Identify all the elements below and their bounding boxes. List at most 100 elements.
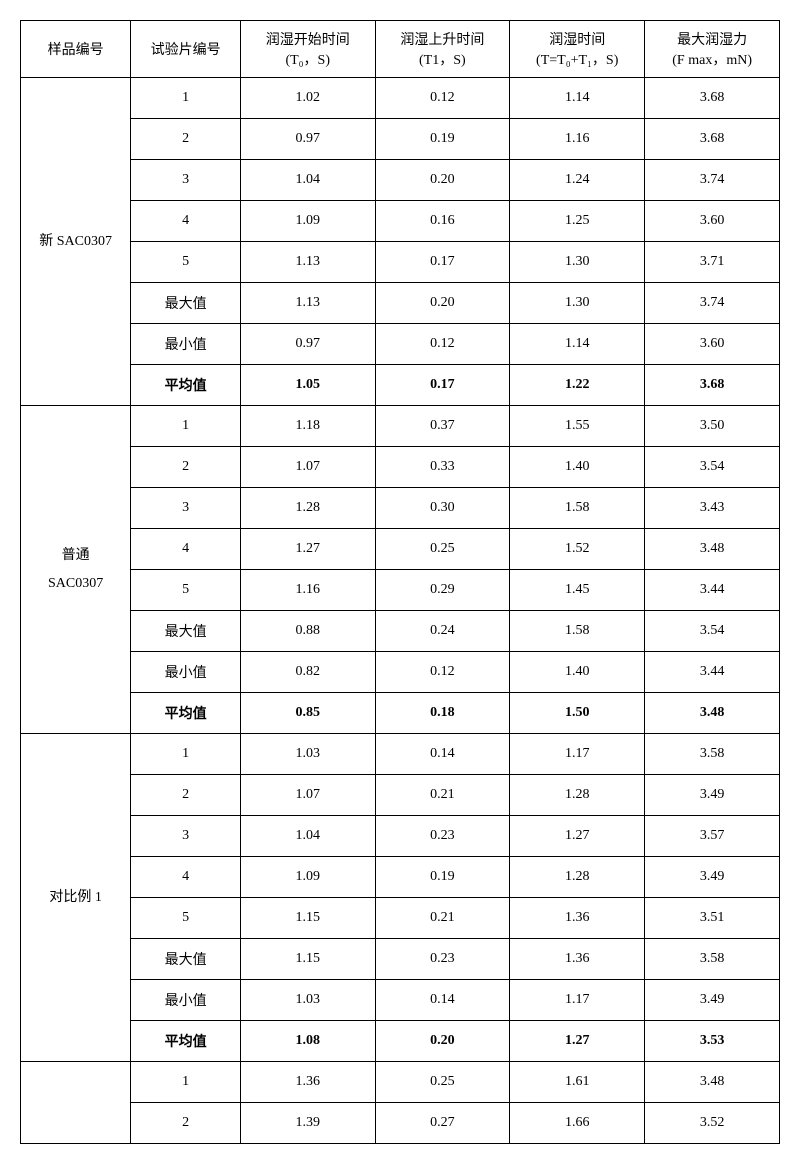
value-cell: 3.49 xyxy=(645,980,780,1021)
value-cell: 1.14 xyxy=(510,78,645,119)
value-cell: 3.43 xyxy=(645,488,780,529)
test-cell: 5 xyxy=(131,570,241,611)
value-cell: 3.51 xyxy=(645,898,780,939)
value-cell: 1.17 xyxy=(510,734,645,775)
test-cell: 最大值 xyxy=(131,283,241,324)
value-cell: 1.61 xyxy=(510,1062,645,1103)
value-cell: 0.18 xyxy=(375,693,510,734)
table-row: 41.090.161.253.60 xyxy=(21,201,780,242)
value-cell: 1.30 xyxy=(510,283,645,324)
value-cell: 0.16 xyxy=(375,201,510,242)
value-cell: 3.74 xyxy=(645,160,780,201)
value-cell: 0.37 xyxy=(375,406,510,447)
table-row: 41.090.191.283.49 xyxy=(21,857,780,898)
table-row: 普通SAC030711.180.371.553.50 xyxy=(21,406,780,447)
test-cell: 1 xyxy=(131,1062,241,1103)
value-cell: 1.58 xyxy=(510,488,645,529)
value-cell: 1.03 xyxy=(240,980,375,1021)
value-cell: 1.18 xyxy=(240,406,375,447)
table-row: 最大值1.150.231.363.58 xyxy=(21,939,780,980)
table-row: 31.040.231.273.57 xyxy=(21,816,780,857)
value-cell: 3.54 xyxy=(645,447,780,488)
value-cell: 3.57 xyxy=(645,816,780,857)
value-cell: 1.52 xyxy=(510,529,645,570)
value-cell: 3.54 xyxy=(645,611,780,652)
value-cell: 1.50 xyxy=(510,693,645,734)
value-cell: 1.66 xyxy=(510,1103,645,1144)
header-t-l2: (T=T₀+T₁，S) xyxy=(536,53,618,68)
value-cell: 0.12 xyxy=(375,652,510,693)
value-cell: 1.07 xyxy=(240,775,375,816)
value-cell: 1.15 xyxy=(240,939,375,980)
header-t-l1: 润湿时间 xyxy=(549,33,605,48)
value-cell: 0.20 xyxy=(375,283,510,324)
value-cell: 3.68 xyxy=(645,119,780,160)
value-cell: 0.24 xyxy=(375,611,510,652)
value-cell: 0.25 xyxy=(375,529,510,570)
value-cell: 1.14 xyxy=(510,324,645,365)
value-cell: 0.20 xyxy=(375,1021,510,1062)
value-cell: 1.04 xyxy=(240,816,375,857)
value-cell: 0.30 xyxy=(375,488,510,529)
value-cell: 1.27 xyxy=(240,529,375,570)
value-cell: 0.19 xyxy=(375,119,510,160)
value-cell: 1.04 xyxy=(240,160,375,201)
value-cell: 0.12 xyxy=(375,324,510,365)
value-cell: 3.48 xyxy=(645,529,780,570)
value-cell: 0.19 xyxy=(375,857,510,898)
test-cell: 3 xyxy=(131,160,241,201)
value-cell: 1.15 xyxy=(240,898,375,939)
table-row: 平均值1.080.201.273.53 xyxy=(21,1021,780,1062)
data-table: 样品编号 试验片编号 润湿开始时间 (T₀，S) 润湿上升时间 (T1，S) 润… xyxy=(20,20,780,1144)
value-cell: 1.07 xyxy=(240,447,375,488)
header-test: 试验片编号 xyxy=(131,21,241,78)
test-cell: 5 xyxy=(131,242,241,283)
header-row: 样品编号 试验片编号 润湿开始时间 (T₀，S) 润湿上升时间 (T1，S) 润… xyxy=(21,21,780,78)
value-cell: 0.29 xyxy=(375,570,510,611)
value-cell: 1.45 xyxy=(510,570,645,611)
value-cell: 1.27 xyxy=(510,1021,645,1062)
test-cell: 最小值 xyxy=(131,652,241,693)
sample-cell: 新 SAC0307 xyxy=(21,78,131,406)
test-cell: 最大值 xyxy=(131,939,241,980)
value-cell: 0.17 xyxy=(375,365,510,406)
value-cell: 1.58 xyxy=(510,611,645,652)
test-cell: 平均值 xyxy=(131,365,241,406)
value-cell: 3.52 xyxy=(645,1103,780,1144)
value-cell: 1.02 xyxy=(240,78,375,119)
value-cell: 3.58 xyxy=(645,939,780,980)
test-cell: 2 xyxy=(131,119,241,160)
value-cell: 0.20 xyxy=(375,160,510,201)
table-row: 新 SAC030711.020.121.143.68 xyxy=(21,78,780,119)
value-cell: 3.68 xyxy=(645,78,780,119)
table-row: 21.070.211.283.49 xyxy=(21,775,780,816)
header-t0: 润湿开始时间 (T₀，S) xyxy=(240,21,375,78)
value-cell: 3.44 xyxy=(645,570,780,611)
value-cell: 1.36 xyxy=(510,939,645,980)
table-body: 新 SAC030711.020.121.143.6820.970.191.163… xyxy=(21,78,780,1144)
value-cell: 0.25 xyxy=(375,1062,510,1103)
table-row: 最大值0.880.241.583.54 xyxy=(21,611,780,652)
header-t0-l1: 润湿开始时间 xyxy=(266,33,350,48)
table-row: 31.280.301.583.43 xyxy=(21,488,780,529)
value-cell: 1.36 xyxy=(510,898,645,939)
table-row: 11.360.251.613.48 xyxy=(21,1062,780,1103)
test-cell: 2 xyxy=(131,447,241,488)
test-cell: 平均值 xyxy=(131,1021,241,1062)
header-f-l1: 最大润湿力 xyxy=(677,33,747,48)
sample-cell: 普通SAC0307 xyxy=(21,406,131,734)
value-cell: 3.68 xyxy=(645,365,780,406)
value-cell: 3.49 xyxy=(645,775,780,816)
table-row: 21.390.271.663.52 xyxy=(21,1103,780,1144)
sample-cell xyxy=(21,1062,131,1144)
value-cell: 1.30 xyxy=(510,242,645,283)
table-row: 平均值0.850.181.503.48 xyxy=(21,693,780,734)
test-cell: 2 xyxy=(131,1103,241,1144)
header-t: 润湿时间 (T=T₀+T₁，S) xyxy=(510,21,645,78)
test-cell: 平均值 xyxy=(131,693,241,734)
value-cell: 1.22 xyxy=(510,365,645,406)
test-cell: 最大值 xyxy=(131,611,241,652)
test-cell: 4 xyxy=(131,201,241,242)
value-cell: 0.14 xyxy=(375,734,510,775)
value-cell: 0.97 xyxy=(240,324,375,365)
